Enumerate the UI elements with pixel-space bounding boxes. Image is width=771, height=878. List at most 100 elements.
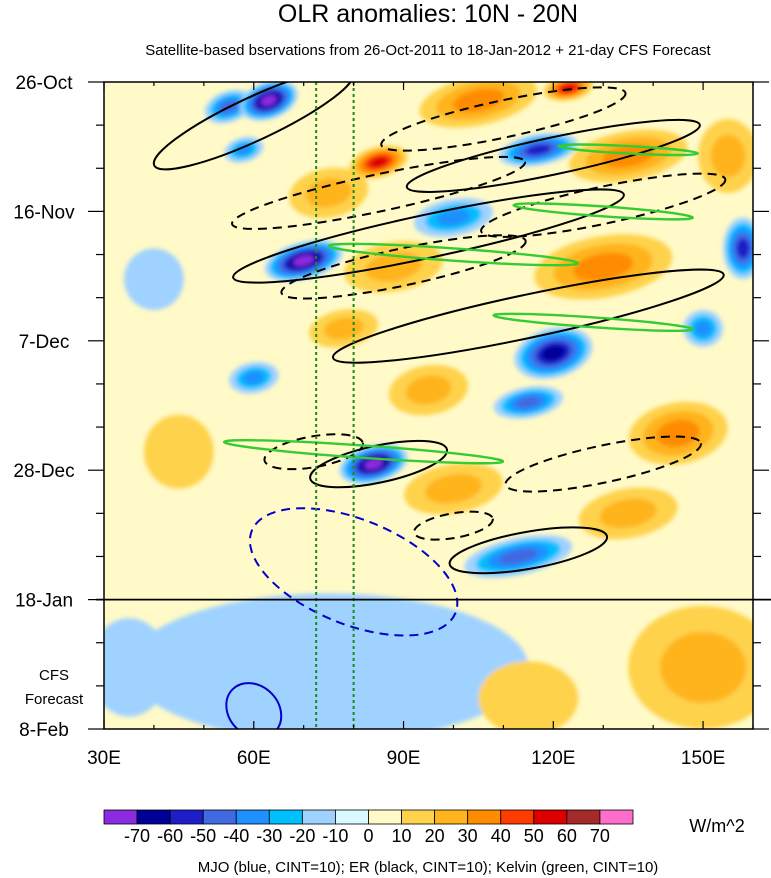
- colorbar-swatch: [434, 809, 469, 825]
- kelvin-contour: [222, 438, 505, 465]
- colorbar-level-label: -70: [124, 826, 150, 846]
- anomaly-blob: [293, 255, 315, 267]
- anomaly-blob: [573, 252, 634, 282]
- kelvin-contour: [492, 312, 695, 333]
- colorbar-swatch: [599, 809, 634, 825]
- anomaly-blob: [660, 631, 747, 703]
- colorbar-swatch: [368, 809, 402, 825]
- er-contour: [231, 155, 527, 230]
- colorbar-swatch: [202, 809, 237, 825]
- colorbar-swatch: [169, 809, 204, 825]
- wave-contours: [152, 82, 727, 729]
- er-contour: [380, 86, 627, 152]
- colorbar-level-label: -60: [157, 826, 183, 846]
- colorbar-swatch: [103, 809, 138, 825]
- y-tick-label: 18-Jan: [15, 591, 73, 612]
- chart-title: OLR anomalies: 10N - 20N: [278, 0, 578, 28]
- colorbar-level-label: 50: [524, 826, 544, 846]
- anomaly-blob: [436, 209, 471, 227]
- y-axis: 26-Oct 16-Nov 7-Dec 28-Dec 18-Jan 8-Feb: [13, 73, 769, 741]
- anomaly-blob: [515, 396, 541, 409]
- anomaly-blob: [129, 593, 529, 729]
- mjo-contour: [248, 507, 459, 637]
- plot-frame: [103, 81, 754, 730]
- er-contour: [405, 118, 701, 193]
- colorbar-swatch: [301, 809, 336, 825]
- anomaly-blob: [541, 345, 565, 361]
- colorbar-level-label: -40: [223, 826, 249, 846]
- x-tick-label: 90E: [387, 748, 421, 769]
- colorbar-level-label: 40: [491, 826, 511, 846]
- er-contour: [480, 172, 727, 238]
- chart-subtitle: Satellite-based bservations from 26-Oct-…: [145, 42, 711, 59]
- forecast-label-line2: Forecast: [25, 691, 84, 708]
- anomaly-blob: [364, 458, 383, 470]
- x-tick-label: 60E: [237, 748, 271, 769]
- y-tick-label: 26-Oct: [15, 73, 73, 94]
- colorbar-unit: W/m^2: [689, 816, 744, 836]
- colorbar: -70 -60 -50 -40 -30 -20 -10 0 10 20 30 40 50 60 70: [103, 809, 634, 846]
- colorbar-level-label: 0: [363, 826, 373, 846]
- anomaly-blob: [599, 498, 657, 529]
- colorbar-level-label: -30: [256, 826, 282, 846]
- er-contour: [413, 510, 494, 541]
- colorbar-swatch: [500, 809, 535, 825]
- er-contour: [152, 82, 355, 171]
- x-axis: 30E 60E 90E 120E 150E: [87, 82, 754, 769]
- mjo-contour: [225, 682, 283, 729]
- anomaly-field: [104, 82, 753, 729]
- x-tick-label: 30E: [87, 748, 121, 769]
- anomaly-blob: [656, 419, 700, 447]
- er-contour: [232, 188, 625, 284]
- anomaly-blob: [694, 320, 712, 337]
- colorbar-swatch: [335, 809, 369, 825]
- kelvin-contour: [327, 242, 580, 267]
- colorbar-swatch: [136, 809, 171, 825]
- colorbar-level-label: -20: [289, 826, 315, 846]
- colorbar-swatch: [467, 809, 502, 825]
- kelvin-contour: [512, 202, 695, 221]
- colorbar-level-label: 60: [557, 826, 577, 846]
- colorbar-swatch: [268, 809, 303, 825]
- er-contour: [263, 433, 364, 471]
- y-tick-label: 7-Dec: [19, 332, 70, 353]
- colorbar-level-label: 70: [590, 826, 610, 846]
- contour-legend: MJO (blue, CINT=10); ER (black, CINT=10)…: [198, 859, 659, 876]
- er-contour: [331, 268, 725, 364]
- anomaly-blob: [405, 375, 452, 405]
- anomaly-blob: [365, 252, 422, 282]
- anomaly-blob: [452, 88, 504, 113]
- er-contour: [448, 526, 609, 575]
- anomaly-blob: [498, 548, 538, 565]
- anomaly-blob: [143, 414, 214, 489]
- colorbar-level-label: 20: [425, 826, 445, 846]
- anomaly-blob: [123, 248, 184, 310]
- anomaly-blob: [260, 95, 277, 106]
- anomaly-blob: [478, 661, 579, 729]
- forecast-annotation: CFS Forecast: [25, 598, 771, 708]
- anomaly-blob: [305, 178, 352, 208]
- anomaly-blob: [235, 144, 253, 156]
- x-tick-label: 150E: [681, 748, 725, 769]
- anomaly-blob: [525, 144, 551, 156]
- er-contour: [280, 234, 527, 300]
- colorbar-swatch: [401, 809, 436, 825]
- y-tick-label: 28-Dec: [13, 461, 74, 482]
- colorbar-swatch: [235, 809, 270, 825]
- colorbar-level-label: 30: [458, 826, 478, 846]
- colorbar-swatch: [566, 809, 601, 825]
- kelvin-contour: [557, 143, 700, 157]
- colorbar-swatch: [533, 809, 568, 825]
- anomaly-blob-group: [104, 82, 753, 729]
- anomaly-blob: [736, 238, 750, 259]
- anomaly-blob: [710, 134, 746, 178]
- anomaly-blob: [425, 473, 482, 504]
- colorbar-level-label: 10: [392, 826, 412, 846]
- y-tick-label: 16-Nov: [13, 202, 75, 223]
- y-tick-label: 8-Feb: [19, 720, 69, 741]
- x-tick-label: 120E: [531, 748, 575, 769]
- anomaly-blob: [369, 156, 388, 168]
- colorbar-level-label: -50: [190, 826, 216, 846]
- er-contour: [504, 435, 702, 493]
